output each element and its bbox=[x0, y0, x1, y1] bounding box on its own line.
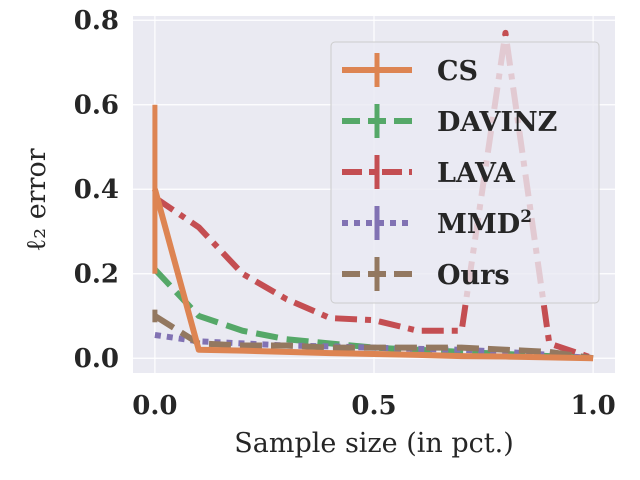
x-axis-label: Sample size (in pct.) bbox=[234, 428, 513, 459]
y-tick-label: 0.0 bbox=[74, 344, 119, 374]
tick-labels: 0.0 0.5 1.0 0.0 0.2 0.4 0.6 0.8 bbox=[74, 6, 616, 421]
legend-superscript: 2 bbox=[520, 207, 532, 227]
series-line bbox=[152, 188, 594, 362]
y-tick-label: 0.4 bbox=[74, 175, 119, 205]
y-axis-label: ℓ₂ error bbox=[21, 148, 52, 251]
legend-item: LAVA bbox=[342, 155, 516, 189]
legend-item: Ours bbox=[342, 257, 510, 291]
y-tick-label: 0.2 bbox=[74, 260, 119, 290]
y-tick-label: 0.6 bbox=[74, 91, 119, 121]
legend-item: DAVINZ bbox=[342, 104, 557, 138]
legend-label: CS bbox=[437, 56, 478, 87]
legend-entries: CS DAVINZ LAVA MMD2 Ours bbox=[342, 53, 557, 291]
legend-item: CS bbox=[342, 53, 478, 87]
legend-label: DAVINZ bbox=[437, 107, 557, 138]
legend-label: LAVA bbox=[437, 158, 516, 189]
legend-box bbox=[330, 41, 600, 304]
legend-label: MMD2 bbox=[437, 207, 532, 240]
series-line bbox=[153, 313, 594, 362]
x-tick-label: 0.0 bbox=[132, 391, 177, 421]
x-tick-label: 0.5 bbox=[351, 391, 396, 421]
legend: CS DAVINZ LAVA MMD2 Ours bbox=[330, 41, 600, 304]
legend-item: MMD2 bbox=[342, 206, 532, 240]
series-ours bbox=[152, 309, 594, 362]
x-tick-label: 1.0 bbox=[570, 391, 615, 421]
legend-label: Ours bbox=[437, 260, 510, 291]
y-tick-label: 0.8 bbox=[74, 6, 119, 36]
series-cs bbox=[152, 104, 594, 362]
